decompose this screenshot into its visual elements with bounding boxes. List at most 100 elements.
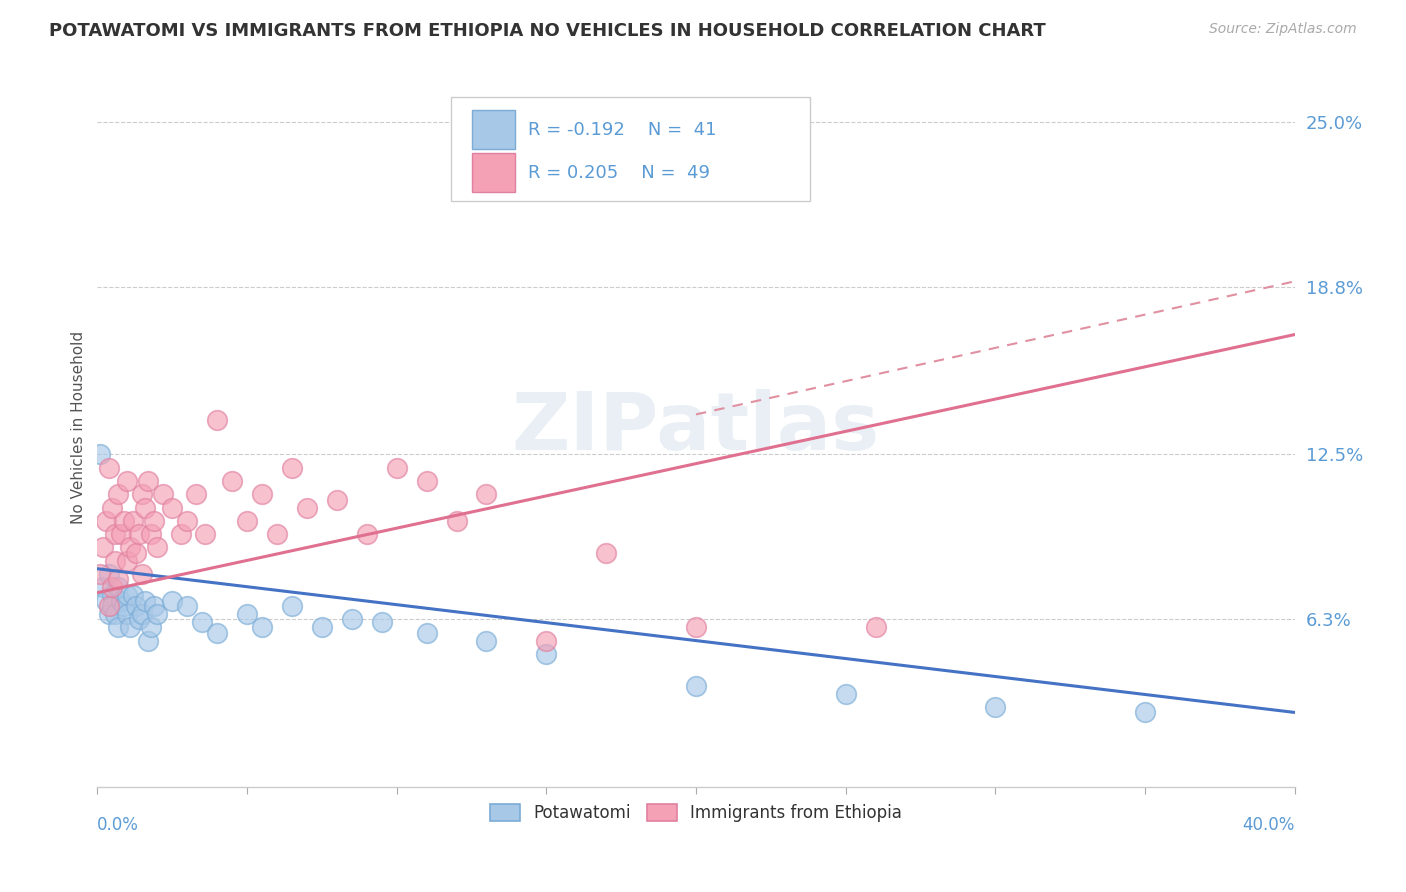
- Point: [117, 607, 139, 621]
- Point: [125, 546, 148, 560]
- Point: [146, 607, 169, 621]
- Point: [205, 625, 228, 640]
- Point: [131, 567, 153, 582]
- Point: [236, 514, 259, 528]
- Point: [326, 492, 349, 507]
- Point: [536, 633, 558, 648]
- Point: [595, 546, 617, 560]
- Point: [98, 460, 121, 475]
- Point: [128, 612, 150, 626]
- Point: [89, 447, 111, 461]
- Point: [134, 500, 156, 515]
- Point: [143, 599, 166, 613]
- Point: [98, 599, 121, 613]
- Point: [685, 620, 707, 634]
- Point: [136, 474, 159, 488]
- Point: [101, 588, 124, 602]
- Point: [104, 527, 127, 541]
- Point: [685, 679, 707, 693]
- Point: [266, 527, 288, 541]
- Text: R = -0.192    N =  41: R = -0.192 N = 41: [529, 120, 717, 138]
- Point: [281, 599, 304, 613]
- Point: [112, 599, 135, 613]
- Point: [221, 474, 243, 488]
- Point: [1133, 706, 1156, 720]
- Legend: Potawatomi, Immigrants from Ethiopia: Potawatomi, Immigrants from Ethiopia: [482, 797, 908, 829]
- Point: [107, 620, 129, 634]
- Point: [96, 514, 118, 528]
- Text: R = 0.205    N =  49: R = 0.205 N = 49: [529, 164, 710, 182]
- Point: [117, 588, 139, 602]
- Point: [446, 514, 468, 528]
- Text: Source: ZipAtlas.com: Source: ZipAtlas.com: [1209, 22, 1357, 37]
- Point: [834, 687, 856, 701]
- Point: [110, 527, 132, 541]
- Point: [104, 554, 127, 568]
- Point: [110, 593, 132, 607]
- Point: [385, 460, 408, 475]
- Point: [356, 527, 378, 541]
- Point: [122, 514, 145, 528]
- Point: [107, 573, 129, 587]
- Point: [176, 514, 198, 528]
- Point: [125, 599, 148, 613]
- Point: [340, 612, 363, 626]
- Point: [415, 625, 437, 640]
- FancyBboxPatch shape: [450, 97, 810, 202]
- Point: [143, 514, 166, 528]
- Point: [98, 567, 121, 582]
- Point: [415, 474, 437, 488]
- Point: [205, 413, 228, 427]
- Point: [98, 607, 121, 621]
- Point: [236, 607, 259, 621]
- Point: [152, 487, 174, 501]
- Point: [184, 487, 207, 501]
- Point: [141, 527, 163, 541]
- Point: [160, 593, 183, 607]
- Point: [112, 514, 135, 528]
- Point: [91, 541, 114, 555]
- Point: [984, 700, 1007, 714]
- Point: [160, 500, 183, 515]
- Point: [536, 647, 558, 661]
- Point: [91, 580, 114, 594]
- Bar: [472, 153, 515, 193]
- Point: [370, 615, 392, 629]
- Point: [117, 554, 139, 568]
- Point: [170, 527, 193, 541]
- Point: [117, 474, 139, 488]
- Text: POTAWATOMI VS IMMIGRANTS FROM ETHIOPIA NO VEHICLES IN HOUSEHOLD CORRELATION CHAR: POTAWATOMI VS IMMIGRANTS FROM ETHIOPIA N…: [49, 22, 1046, 40]
- Point: [250, 620, 273, 634]
- Point: [134, 593, 156, 607]
- Point: [101, 599, 124, 613]
- Text: ZIPatlas: ZIPatlas: [512, 389, 880, 467]
- Text: 40.0%: 40.0%: [1241, 815, 1295, 834]
- Point: [104, 607, 127, 621]
- Point: [250, 487, 273, 501]
- Point: [865, 620, 887, 634]
- Point: [136, 633, 159, 648]
- Point: [120, 541, 142, 555]
- Y-axis label: No Vehicles in Household: No Vehicles in Household: [72, 331, 86, 524]
- Point: [194, 527, 217, 541]
- Point: [101, 580, 124, 594]
- Point: [191, 615, 214, 629]
- Point: [131, 487, 153, 501]
- Point: [176, 599, 198, 613]
- Point: [131, 607, 153, 621]
- Point: [311, 620, 333, 634]
- Point: [101, 500, 124, 515]
- Point: [107, 580, 129, 594]
- Point: [295, 500, 318, 515]
- Point: [120, 620, 142, 634]
- Point: [475, 487, 498, 501]
- Point: [141, 620, 163, 634]
- Point: [146, 541, 169, 555]
- Bar: [472, 110, 515, 149]
- Point: [89, 567, 111, 582]
- Point: [128, 527, 150, 541]
- Point: [122, 588, 145, 602]
- Point: [96, 593, 118, 607]
- Point: [107, 487, 129, 501]
- Point: [281, 460, 304, 475]
